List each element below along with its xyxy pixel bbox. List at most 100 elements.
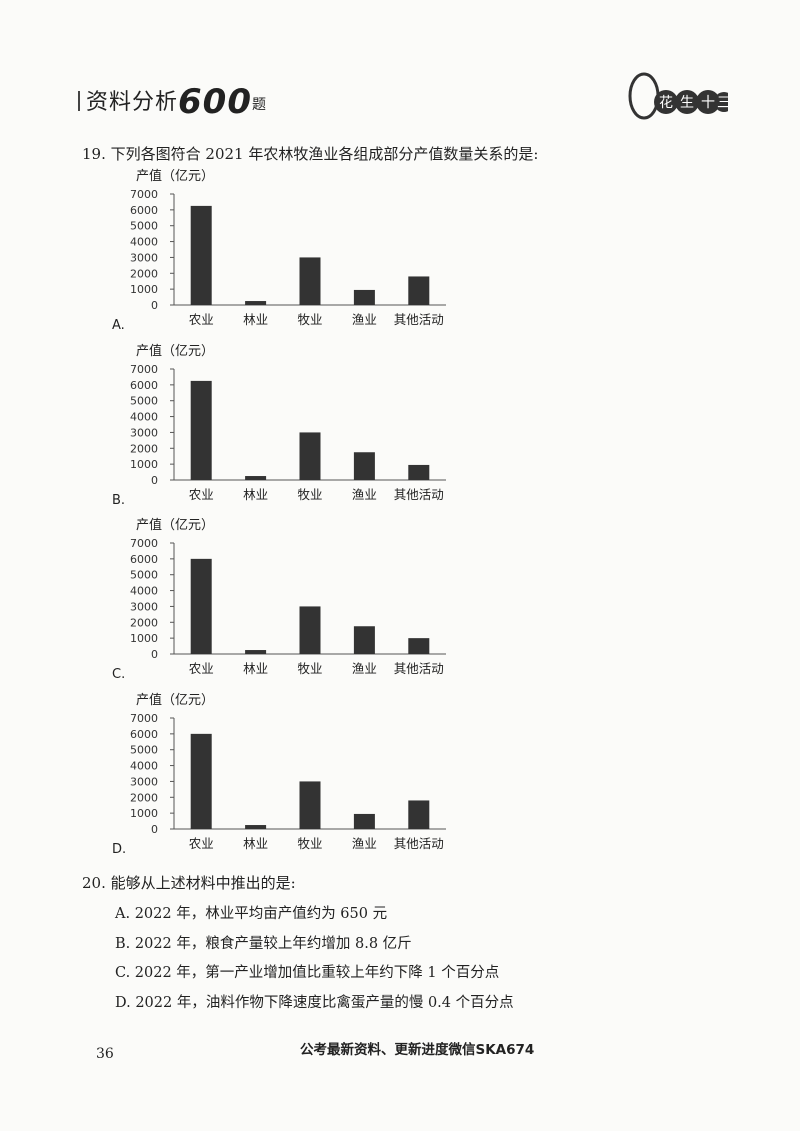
y-tick-label: 4000 <box>130 236 158 249</box>
y-axis-label: 产值（亿元） <box>136 517 214 533</box>
footer-notice: 公考最新资料、更新进度微信SKA674 <box>300 1042 535 1058</box>
y-tick-label: 3000 <box>130 426 158 439</box>
bar <box>408 800 430 829</box>
x-tick-label: 林业 <box>243 312 268 327</box>
y-tick-label: 3000 <box>130 600 158 613</box>
y-tick-label: 0 <box>151 474 158 487</box>
x-tick-label: 林业 <box>243 836 268 851</box>
y-tick-label: 5000 <box>130 744 158 757</box>
book-title-text: 资料分析 <box>86 90 179 115</box>
bar <box>408 638 430 654</box>
page-number: 36 <box>96 1046 114 1062</box>
bar <box>353 289 375 305</box>
book-title: 资料分析600题 <box>78 82 267 122</box>
question-text: 能够从上述材料中推出的是: <box>110 874 296 892</box>
book-title-suffix: 题 <box>252 97 267 113</box>
bar <box>245 650 267 654</box>
bar <box>353 626 375 654</box>
y-tick-label: 7000 <box>130 188 158 201</box>
y-tick-label: 0 <box>151 823 158 836</box>
x-tick-label: 其他活动 <box>394 312 444 327</box>
y-tick-label: 4000 <box>130 585 158 598</box>
bar <box>245 825 267 829</box>
x-tick-label: 牧业 <box>297 661 322 676</box>
question-20: 20. 能够从上述材料中推出的是: <box>82 872 296 893</box>
chart-a: 产值（亿元） 0 1000 2000 3000 4000 5000 6000 7000 农业 林业 牧… <box>100 168 460 338</box>
bar <box>190 205 212 305</box>
x-tick-label: 渔业 <box>352 487 377 502</box>
logo-char: 三 <box>717 95 728 111</box>
x-tick-label: 其他活动 <box>394 487 444 502</box>
option-letter-c: C. <box>112 667 126 682</box>
brand-logo: 花生十三 <box>628 70 734 122</box>
logo-char: 十 <box>701 95 715 111</box>
chart-d: 产值（亿元） 0 1000 2000 3000 4000 5000 6000 7000 农业 林业 牧… <box>100 692 460 862</box>
answer-option-d: D. 2022 年，油料作物下降速度比禽蛋产量的慢 0.4 个百分点 <box>115 995 514 1011</box>
x-tick-label: 林业 <box>243 487 268 502</box>
chart-b: 产值（亿元） 0 1000 2000 3000 4000 5000 6000 7000 农业 林业 牧… <box>100 343 460 513</box>
y-axis-label: 产值（亿元） <box>136 692 214 708</box>
bar-chart-svg: 产值（亿元） 0 1000 2000 3000 4000 5000 6000 7000 农业 林业 牧… <box>130 517 446 676</box>
bar <box>299 432 321 480</box>
bar <box>353 452 375 480</box>
y-tick-label: 7000 <box>130 537 158 550</box>
question-19: 19. 下列各图符合 2021 年农林牧渔业各组成部分产值数量关系的是: <box>82 143 538 164</box>
x-tick-label: 渔业 <box>352 312 377 327</box>
bar <box>299 606 321 654</box>
option-letter-d: D. <box>112 842 127 857</box>
bar <box>190 558 212 654</box>
x-tick-label: 其他活动 <box>394 661 444 676</box>
option-letter-b: B. <box>112 493 126 508</box>
x-tick-label: 牧业 <box>297 487 322 502</box>
y-tick-label: 3000 <box>130 775 158 788</box>
y-tick-label: 5000 <box>130 395 158 408</box>
bar <box>190 380 212 480</box>
y-tick-label: 2000 <box>130 267 158 280</box>
answer-option-c: C. 2022 年，第一产业增加值比重较上年约下降 1 个百分点 <box>115 965 500 981</box>
y-tick-label: 6000 <box>130 379 158 392</box>
x-tick-label: 农业 <box>189 312 214 327</box>
x-tick-label: 其他活动 <box>394 836 444 851</box>
bar <box>190 733 212 829</box>
question-number: 19. <box>82 145 106 163</box>
y-tick-label: 1000 <box>130 283 158 296</box>
x-tick-label: 林业 <box>243 661 268 676</box>
y-tick-label: 2000 <box>130 616 158 629</box>
logo-char: 生 <box>680 95 694 111</box>
bar-chart-svg: 产值（亿元） 0 1000 2000 3000 4000 5000 6000 7000 农业 林业 牧… <box>130 168 446 327</box>
bar <box>408 464 430 480</box>
bar-chart-svg: 产值（亿元） 0 1000 2000 3000 4000 5000 6000 7000 农业 林业 牧… <box>130 343 446 502</box>
y-tick-label: 0 <box>151 299 158 312</box>
y-tick-label: 4000 <box>130 760 158 773</box>
y-axis-label: 产值（亿元） <box>136 343 214 359</box>
x-tick-label: 农业 <box>189 487 214 502</box>
y-tick-label: 6000 <box>130 204 158 217</box>
question-number: 20. <box>82 874 106 892</box>
y-tick-label: 6000 <box>130 728 158 741</box>
y-tick-label: 5000 <box>130 220 158 233</box>
title-divider <box>78 91 80 111</box>
bar <box>408 276 430 305</box>
x-tick-label: 农业 <box>189 836 214 851</box>
x-tick-label: 牧业 <box>297 312 322 327</box>
y-tick-label: 2000 <box>130 442 158 455</box>
y-tick-label: 3000 <box>130 251 158 264</box>
bar <box>245 301 267 305</box>
bar <box>353 813 375 829</box>
y-tick-label: 7000 <box>130 363 158 376</box>
bar <box>245 476 267 480</box>
question-text: 下列各图符合 2021 年农林牧渔业各组成部分产值数量关系的是: <box>110 145 539 163</box>
x-tick-label: 渔业 <box>352 836 377 851</box>
y-axis-label: 产值（亿元） <box>136 168 214 184</box>
x-tick-label: 牧业 <box>297 836 322 851</box>
book-title-number: 600 <box>178 82 252 122</box>
y-tick-label: 1000 <box>130 632 158 645</box>
bar <box>299 781 321 829</box>
y-tick-label: 0 <box>151 648 158 661</box>
answer-option-b: B. 2022 年，粮食产量较上年约增加 8.8 亿斤 <box>115 936 412 952</box>
y-tick-label: 4000 <box>130 411 158 424</box>
option-letter-a: A. <box>112 318 125 333</box>
bar <box>299 257 321 305</box>
y-tick-label: 5000 <box>130 569 158 582</box>
y-tick-label: 6000 <box>130 553 158 566</box>
